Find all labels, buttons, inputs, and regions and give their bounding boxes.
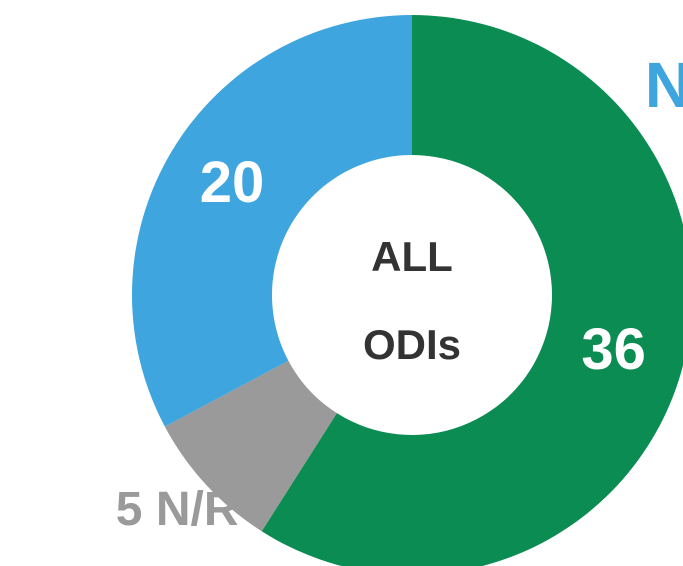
center-label: ODIs (363, 321, 461, 368)
chart-title: N (645, 49, 683, 121)
slice-label: 36 (581, 317, 646, 382)
donut-slice (164, 360, 337, 532)
donut-slice (131, 15, 412, 427)
donut-slice (261, 15, 683, 566)
center-label: ALL (371, 233, 453, 280)
slice-label: 20 (200, 150, 265, 215)
slice-label: 5 N/R (116, 483, 239, 536)
